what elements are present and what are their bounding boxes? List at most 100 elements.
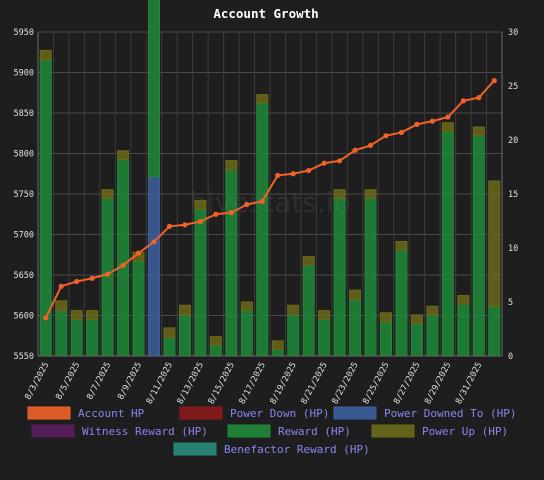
account-hp-point: [89, 275, 95, 281]
account-hp-point: [414, 121, 420, 127]
bar-reward-hp: [132, 260, 145, 357]
bar-reward-hp: [302, 264, 315, 357]
bar-reward-hp: [256, 102, 269, 357]
bar-power-up-hp: [117, 150, 130, 160]
bar-power-up-hp: [318, 310, 331, 320]
account-hp-point: [228, 210, 234, 216]
account-hp-point: [182, 222, 188, 228]
account-hp-point: [120, 262, 126, 268]
x-tick-label: 8/19/2025: [268, 361, 298, 406]
legend-swatch-power-up-hp: [371, 424, 415, 438]
bar-reward-hp: [380, 320, 392, 357]
bar-reward-hp: [457, 303, 470, 357]
x-tick-label: 8/23/2025: [330, 361, 360, 406]
chart-title: Account Growth: [213, 6, 318, 21]
legend-swatch-account-hp: [27, 406, 71, 420]
bar-power-up-hp: [178, 304, 191, 316]
bar-power-up-hp: [457, 295, 470, 305]
bar-reward-hp: [117, 158, 130, 357]
y-right-tick-label: 25: [508, 82, 518, 92]
account-hp-point: [43, 315, 49, 321]
legend-label-account-hp: Account HP: [78, 407, 145, 420]
legend-label-power-down-hp: Power Down (HP): [230, 407, 329, 420]
bar-reward-hp: [287, 314, 300, 357]
legend-label-reward-hp: Reward (HP): [278, 425, 351, 438]
bar-reward-hp: [209, 344, 222, 357]
y-left-tick-label: 5700: [14, 231, 34, 241]
bar-reward-hp: [271, 349, 284, 357]
bar-power-up-hp: [349, 289, 362, 301]
account-hp-point: [58, 283, 64, 289]
bar-power-up-hp: [163, 327, 176, 339]
account-hp-point: [74, 278, 80, 285]
x-tick-label: 8/7/2025: [85, 361, 113, 402]
account-hp-point: [367, 142, 374, 148]
bar-power-up-hp: [256, 94, 269, 104]
y-right-tick-label: 20: [508, 136, 518, 146]
bar-power-up-hp: [225, 160, 238, 171]
bar-reward-hp: [178, 314, 191, 357]
bar-power-up-hp: [380, 312, 392, 322]
bar-reward-hp: [333, 197, 346, 357]
account-hp-point: [460, 98, 466, 104]
bar-reward-hp: [225, 169, 238, 357]
account-hp-point: [197, 218, 203, 225]
x-tick-label: 8/29/2025: [423, 361, 453, 406]
legend-label-benefactor-reward-hp: Benefactor Reward (HP): [224, 443, 370, 456]
bar-reward-hp: [395, 249, 408, 357]
bar-reward-hp: [472, 135, 485, 357]
x-tick-label: 8/25/2025: [361, 361, 391, 406]
bar-reward-hp: [488, 305, 501, 357]
account-hp-point: [352, 147, 358, 153]
bar-reward-hp: [318, 318, 331, 357]
y-left-tick-label: 5850: [14, 109, 34, 119]
bar-power-up-hp: [55, 300, 68, 312]
account-hp-point: [135, 250, 142, 256]
bar-power-up-hp: [287, 304, 300, 316]
account-hp-point: [105, 271, 111, 277]
bar-power-up-hp: [441, 122, 454, 132]
bar-power-up-hp: [209, 336, 222, 346]
y-left-tick-label: 5600: [14, 312, 34, 322]
bar-power-up-hp: [194, 199, 207, 210]
legend-label-witness-reward-hp: Witness Reward (HP): [82, 425, 208, 438]
bar-reward-hp: [194, 208, 207, 357]
x-tick-label: 8/5/2025: [54, 361, 82, 402]
bar-reward-hp: [101, 197, 114, 357]
bar-reward-hp: [441, 130, 454, 357]
x-tick-label: 8/27/2025: [392, 361, 422, 406]
y-left-tick-label: 5900: [14, 69, 34, 79]
bar-power-up-hp: [86, 310, 99, 320]
bar-reward-hp: [364, 197, 377, 357]
bar-power-up-hp: [395, 241, 408, 251]
bar-power-up-hp: [426, 305, 439, 316]
bar-power-up-hp: [364, 189, 377, 199]
account-hp-point: [476, 95, 482, 101]
bar-power-up-hp: [488, 180, 501, 307]
bar-power-up-hp: [333, 189, 346, 199]
account-hp-point: [151, 239, 157, 245]
account-hp-point: [275, 172, 281, 178]
account-hp-point: [259, 198, 265, 204]
x-tick-label: 8/21/2025: [299, 361, 329, 406]
x-tick-label: 8/3/2025: [23, 361, 51, 402]
legend-swatch-benefactor-reward-hp: [173, 442, 217, 456]
bar-power-up-hp: [472, 126, 485, 137]
bar-reward-hp: [410, 323, 423, 357]
account-hp-point: [491, 78, 497, 84]
account-hp-point: [398, 129, 405, 136]
legend-swatch-reward-hp: [227, 424, 271, 438]
bar-group: [39, 0, 501, 357]
y-left-tick-label: 5650: [14, 271, 34, 281]
x-tick-label: 8/11/2025: [145, 361, 175, 406]
bar-reward-hp: [240, 310, 253, 357]
bar-power-downed-to-hp: [148, 176, 160, 357]
bar-power-up-hp: [302, 256, 315, 266]
x-tick-label: 8/15/2025: [207, 361, 237, 406]
bar-reward-hp: [349, 299, 362, 357]
account-hp-point: [383, 133, 389, 139]
bar-reward-hp: [163, 337, 176, 357]
y-left-tick-label: 5550: [14, 352, 34, 362]
bar-power-up-hp: [39, 49, 52, 61]
